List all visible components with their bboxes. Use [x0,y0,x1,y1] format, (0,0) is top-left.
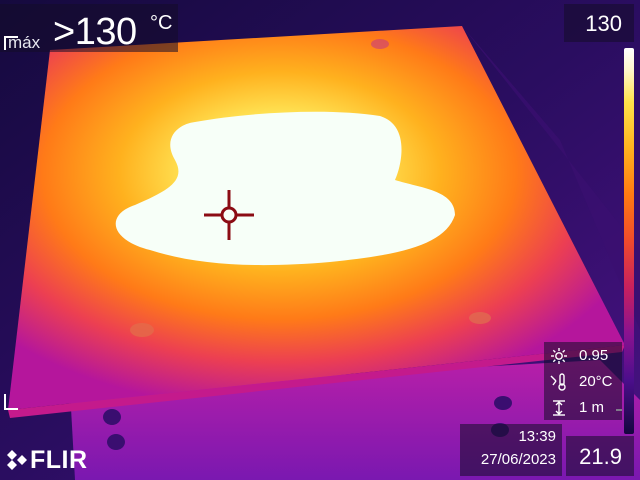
flir-logo: FLIR [6,446,98,475]
max-temperature-readout: máx >130 °C [0,4,178,53]
distance-value: 1 m [579,399,605,416]
scale-max-box: 130 [564,4,634,42]
spot-meter-crosshair-icon [204,190,254,240]
scale-min-box: 21.9 [566,436,634,476]
time-text: 13:39 [518,428,556,445]
distance-icon [553,400,565,416]
reflected-temperature-value: 20°C [579,373,613,390]
flir-logo-icon [7,450,27,470]
reflected-temperature-icon [550,373,566,391]
emissivity-row: 0.95 [544,344,622,368]
brand-name: FLIR [30,446,88,474]
timestamp: 13:39 27/06/2023 [460,424,562,476]
distance-row: 1 m [544,396,622,420]
temperature-scale-bar [624,48,634,434]
measurement-parameters: 0.95 20°C 1 m [544,342,622,420]
emissivity-value: 0.95 [579,347,609,364]
date-text: 27/06/2023 [480,451,556,468]
frame-corner-bottom-left [4,394,18,410]
emissivity-icon [551,348,567,364]
max-value: >130 [53,11,137,53]
scale-max-value: 130 [585,11,622,36]
temperature-unit: °C [150,12,173,34]
scale-min-value: 21.9 [579,444,622,469]
reflected-temperature-row: 20°C [544,370,622,394]
frame-corner-top-left [4,36,18,50]
